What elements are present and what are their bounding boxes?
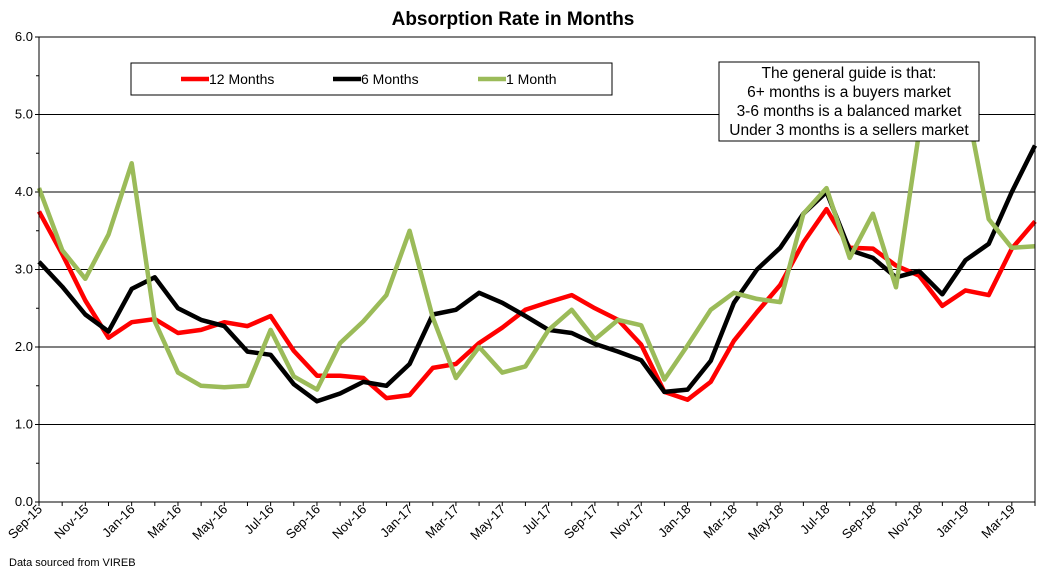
guide-line-2: 6+ months is a buyers market: [747, 84, 951, 101]
x-tick-label: Jul-18: [797, 502, 833, 538]
series-line-12-months: [37, 206, 1037, 402]
guide-line-3: 3-6 months is a balanced market: [737, 103, 963, 120]
x-tick-label: Mar-19: [978, 502, 1018, 542]
chart-title: Absorption Rate in Months: [392, 9, 635, 30]
x-tick-label: Nov-17: [607, 502, 647, 542]
legend-box: [130, 62, 613, 96]
series-line-6-months: [37, 144, 1038, 404]
source-note: Data sourced from VIREB: [9, 557, 136, 569]
y-tick-label: 1.0: [15, 417, 33, 432]
legend-label: 6 Months: [361, 71, 419, 87]
x-tick-label: Sep-17: [561, 502, 601, 542]
y-tick-label: 3.0: [15, 262, 33, 277]
guide-annotation: The general guide is that: 6+ months is …: [718, 61, 980, 142]
y-tick-label: 5.0: [15, 107, 33, 122]
series-lines: [36, 73, 1038, 404]
x-tick-label: Jan-16: [99, 502, 138, 541]
x-tick-label: Mar-18: [700, 502, 740, 542]
guide-line-4: Under 3 months is a sellers market: [729, 122, 969, 139]
x-tick-label: Mar-16: [144, 502, 184, 542]
x-tick-label: Nov-16: [329, 502, 369, 542]
x-tick-label: Sep-18: [839, 502, 879, 542]
y-tick-label: 6.0: [15, 29, 33, 44]
x-axis: Sep-15 Nov-15 Jan-16 Mar-16 May-16 Jul-16 Sep-…: [5, 502, 1036, 543]
x-tick-label: Jul-17: [519, 502, 555, 538]
x-tick-label: Jul-16: [241, 502, 277, 538]
x-tick-label: Sep-16: [283, 502, 323, 542]
y-tick-label: 0.0: [15, 494, 33, 509]
series-line-1-month: [36, 73, 1036, 392]
y-tick-label: 2.0: [15, 339, 33, 354]
x-tick-label: May-18: [745, 502, 786, 543]
plot-area-border: [38, 36, 1036, 503]
y-axis: 0.0 1.0 2.0 3.0 4.0 5.0 6.0: [15, 29, 39, 509]
x-tick-label: May-17: [467, 502, 508, 543]
x-tick-label: Jan-19: [933, 502, 972, 541]
legend-label: 1 Month: [506, 71, 557, 87]
x-tick-label: Mar-17: [422, 502, 462, 542]
guide-line-1: The general guide is that:: [762, 65, 937, 82]
x-tick-label: May-16: [189, 502, 230, 543]
y-tick-label: 4.0: [15, 184, 33, 199]
legend-label: 12 Months: [209, 71, 274, 87]
x-tick-label: Nov-18: [885, 502, 925, 542]
legend: 12 Months 6 Months 1 Month: [130, 62, 613, 96]
x-tick-label: Nov-15: [51, 502, 91, 542]
guide-annotation-box: [718, 61, 980, 142]
x-tick-label: Jan-17: [377, 502, 416, 541]
x-tick-label: Jan-18: [655, 502, 694, 541]
